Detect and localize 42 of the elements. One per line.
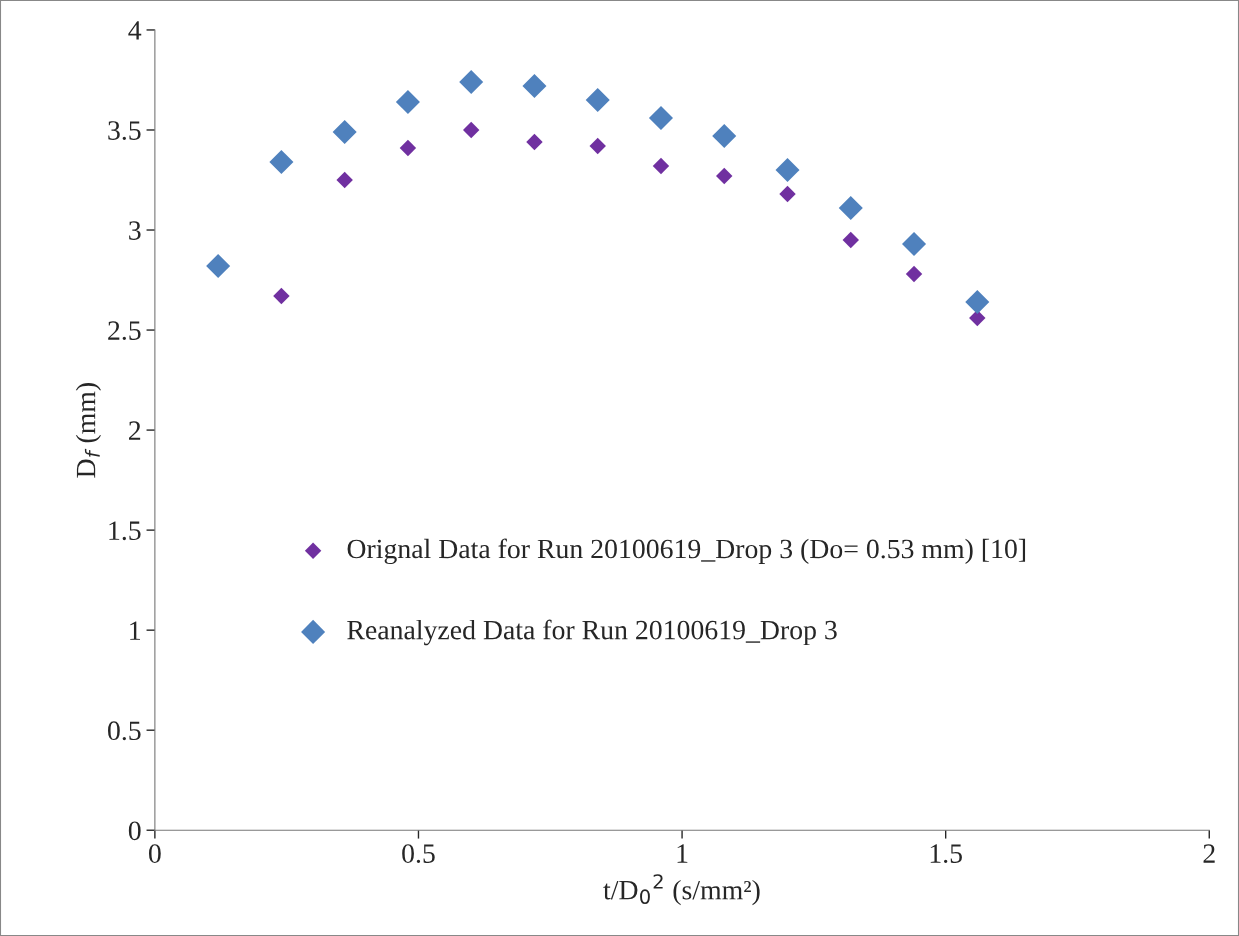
point [905, 265, 923, 283]
point [336, 171, 353, 189]
point [842, 231, 859, 249]
point [902, 232, 927, 257]
point [652, 157, 670, 175]
y-tick-label: 1 [130, 621, 141, 640]
y-tick-label: 3.5 [108, 121, 141, 141]
point [648, 105, 674, 131]
point [716, 167, 733, 185]
legend-label: Orignal Data for Run 20100619_Drop 3 (Do= 0.53 mm) [10] [347, 538, 1026, 565]
x-tick-label: 2 [1203, 844, 1215, 863]
point [585, 87, 610, 112]
legend-label: Reanalyzed Data for Run 20100619_Drop 3 [347, 619, 837, 646]
point [526, 133, 543, 151]
y-tick-label: 4 [128, 21, 142, 40]
x-tick-label: 0.5 [402, 844, 435, 864]
y-tick-label: 0.5 [108, 721, 141, 741]
point [332, 119, 357, 145]
y-tick-label: 0 [128, 821, 141, 841]
x-tick-label: 1.5 [930, 844, 962, 864]
point [838, 195, 863, 221]
x-axis-title: t/D$_{0}$$^{2}$ (s/mm²) [603, 874, 760, 906]
point [522, 73, 547, 98]
point [779, 185, 796, 203]
point [589, 137, 606, 155]
point [269, 149, 294, 175]
point [399, 139, 417, 157]
point [775, 157, 800, 183]
y-tick-label: 1.5 [109, 521, 141, 541]
y-axis-title: D$_{f}$ (mm) [75, 383, 102, 478]
x-tick-label: 0 [148, 844, 161, 863]
point [965, 290, 990, 315]
point [459, 69, 484, 94]
point [395, 89, 420, 115]
y-tick-label: 3 [129, 221, 141, 240]
point [206, 254, 231, 279]
x-tick-label: 1 [677, 844, 688, 863]
point [712, 123, 737, 149]
point [462, 121, 480, 139]
y-tick-label: 2.5 [108, 321, 141, 341]
point [273, 287, 290, 305]
y-tick-label: 2 [129, 421, 141, 440]
